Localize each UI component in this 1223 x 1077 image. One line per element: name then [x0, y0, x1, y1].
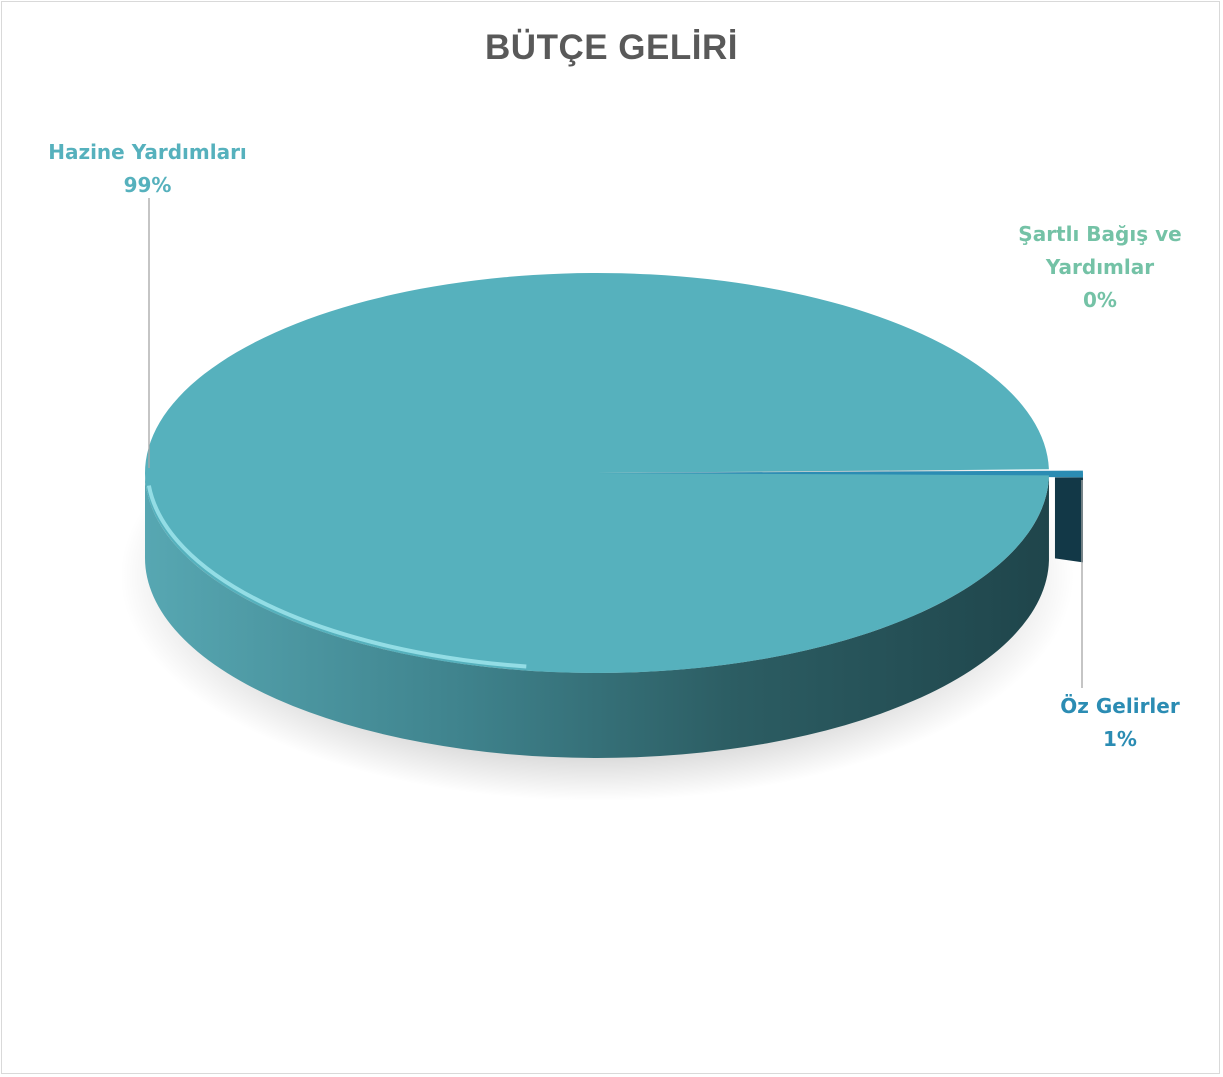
slice-name-sartli-bagis: Şartlı Bağış ve Yardımlar: [1018, 222, 1182, 279]
slice-percent-hazine: 99%: [123, 173, 172, 197]
slice-side-oz-gelirler: [1054, 477, 1083, 563]
data-label-sartli-bagis: Şartlı Bağış ve Yardımlar 0%: [990, 218, 1210, 317]
slice-percent-sartli-bagis: 0%: [1083, 288, 1117, 312]
slice-side-hazine: [145, 473, 1049, 758]
data-label-hazine: Hazine Yardımları 99%: [20, 136, 275, 202]
slice-rim-highlight: [146, 485, 527, 669]
chart-title: BÜTÇE GELİRİ: [485, 28, 738, 67]
slice-name-hazine: Hazine Yardımları: [48, 140, 247, 164]
slice-percent-oz-gelirler: 1%: [1103, 727, 1137, 751]
slice-name-oz-gelirler: Öz Gelirler: [1060, 694, 1180, 718]
slice-top-hazine: [144, 272, 1049, 673]
data-label-oz-gelirler: Öz Gelirler 1%: [1040, 690, 1200, 756]
